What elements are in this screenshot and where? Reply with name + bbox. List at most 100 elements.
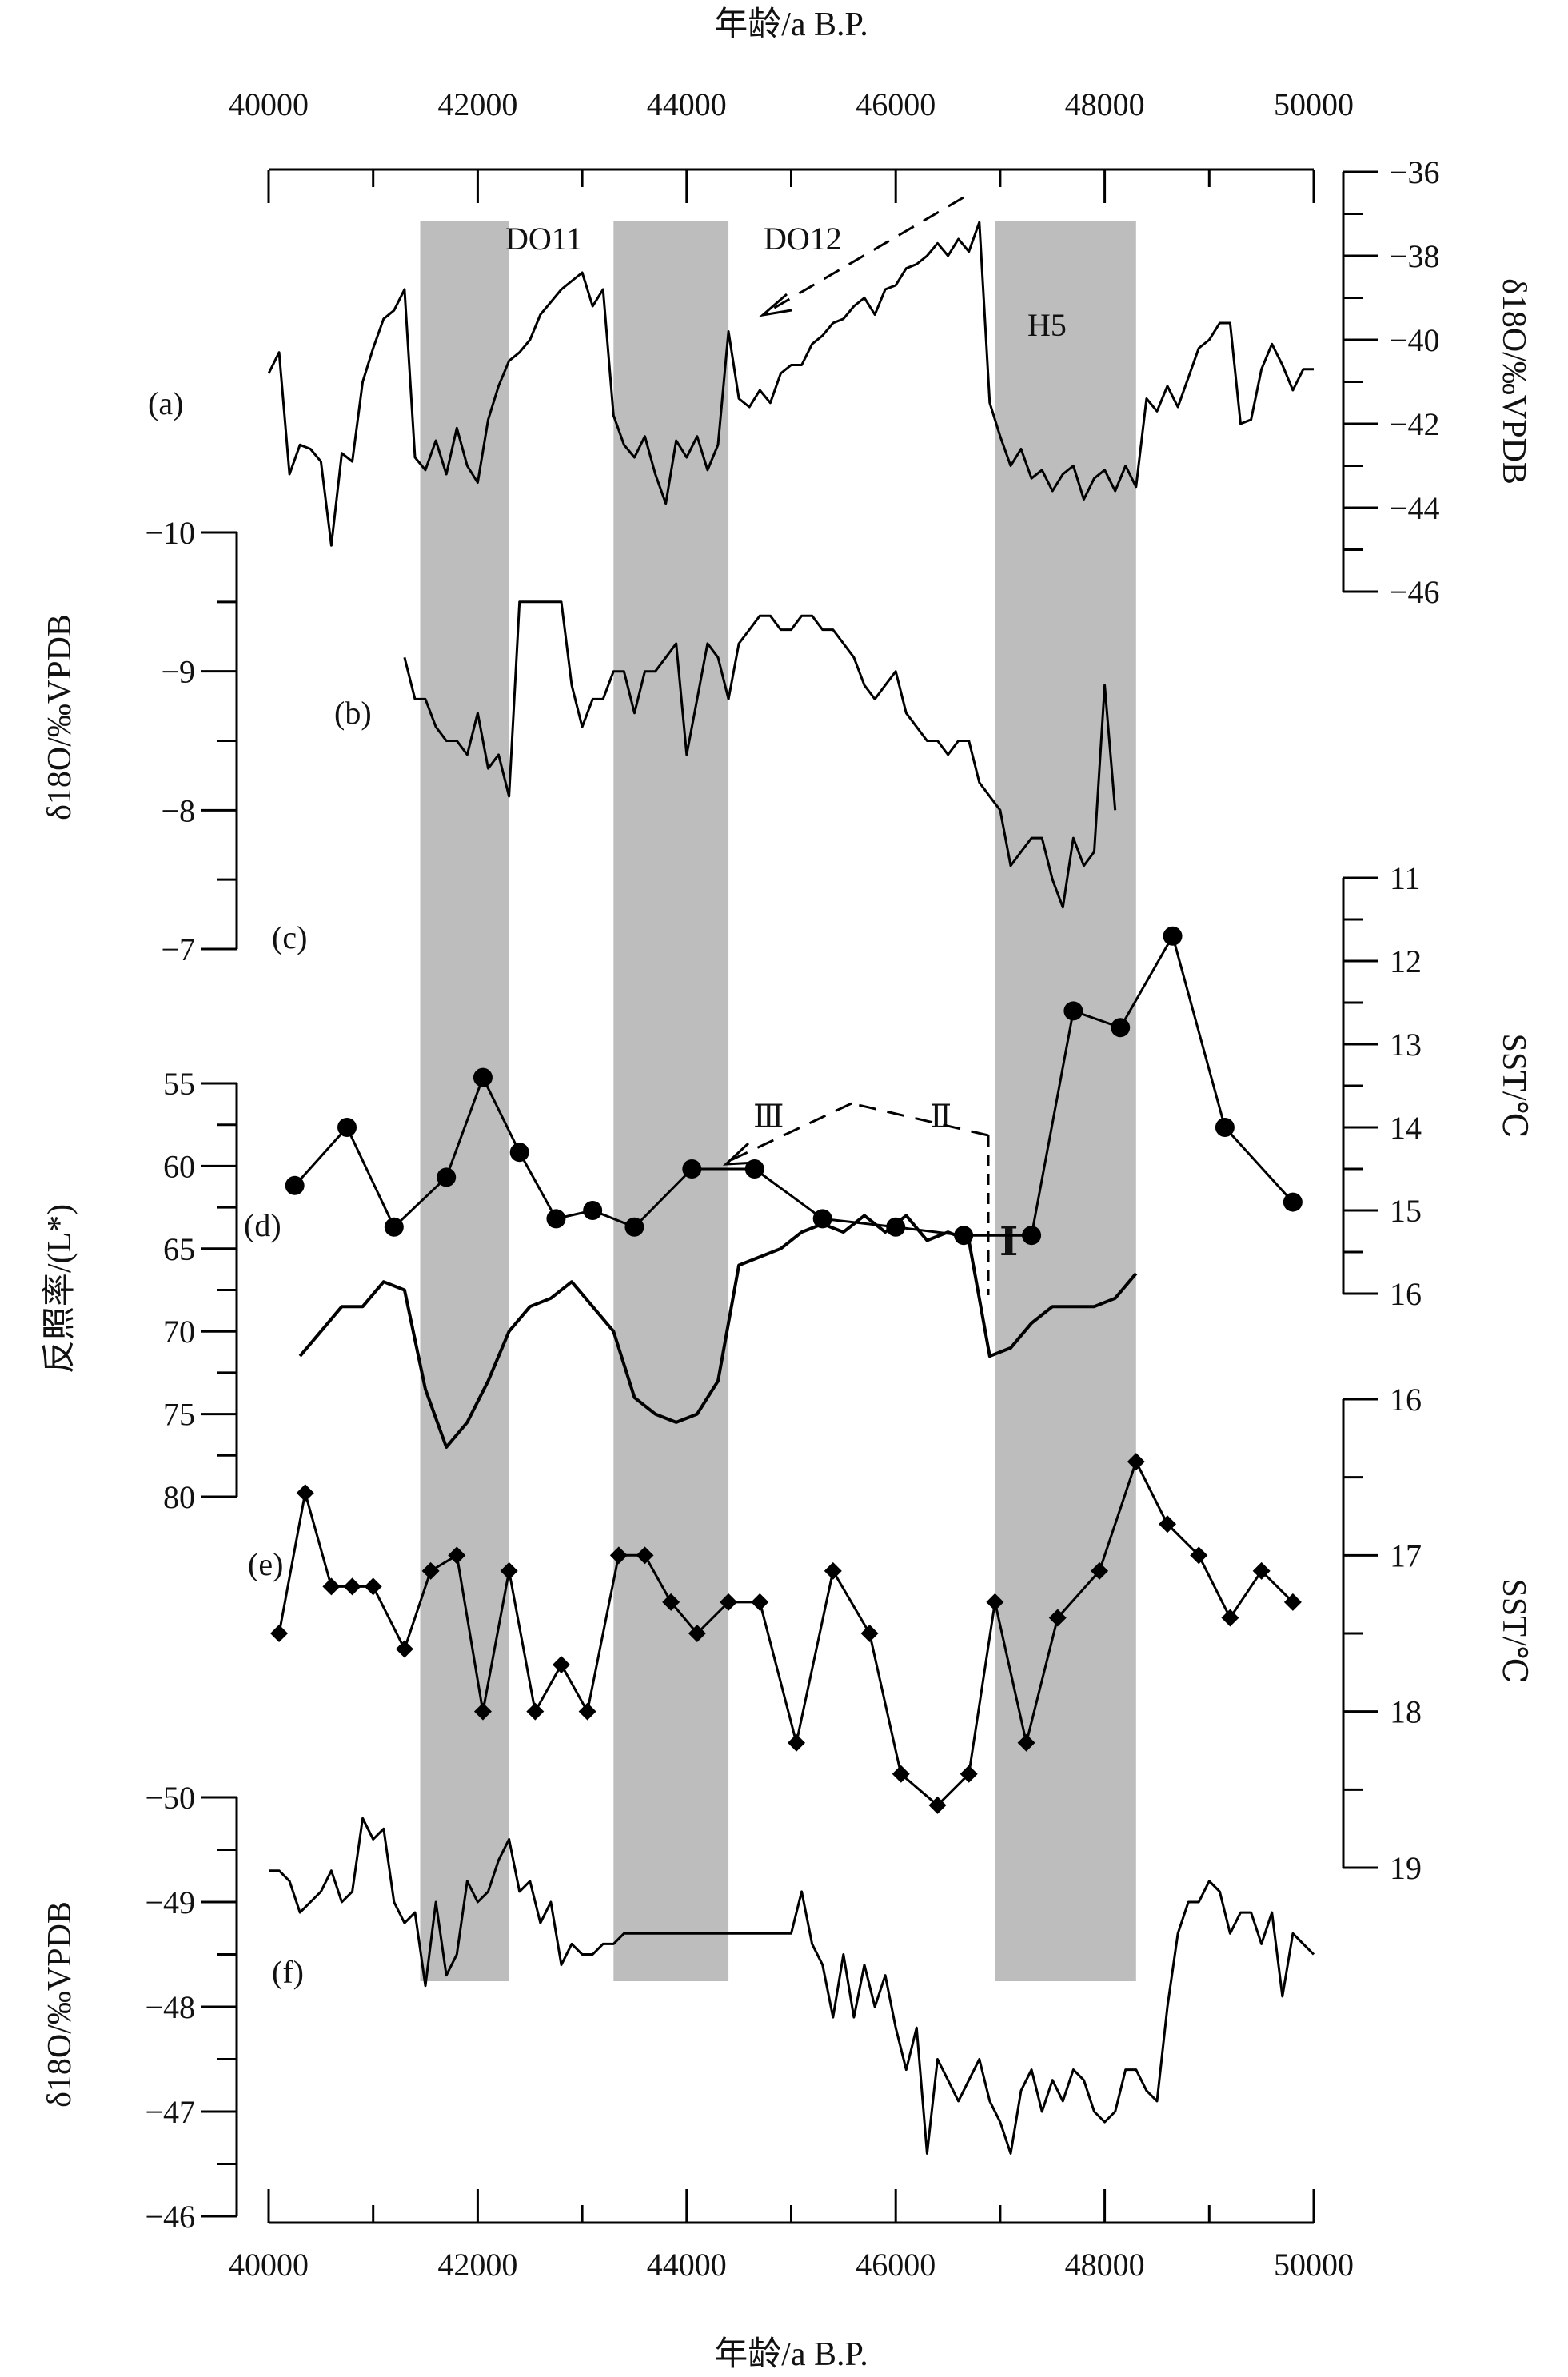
panel-b-axis: −10 −9 −8 −7 δ18O/‰VPDB (b) [42, 515, 372, 967]
x-axis-title-bottom: 年龄/a B.P. [714, 2335, 868, 2373]
y-tick-label-a-0: −36 [1390, 154, 1440, 190]
point-c-4 [473, 1067, 493, 1087]
annot-do11: DO11 [505, 221, 582, 257]
panel-label-b: (b) [334, 695, 372, 731]
point-e-22 [892, 1765, 910, 1783]
x-tick-label-bottom-40000: 40000 [229, 2247, 309, 2283]
panel-a-axis: −36 −38 −40 −42 −44 −46 δ18O/‰VPDB (a) [148, 154, 1532, 610]
point-e-23 [928, 1796, 947, 1814]
point-e-7 [448, 1546, 466, 1565]
point-c-7 [583, 1201, 603, 1220]
series-layer [267, 221, 1315, 2155]
point-e-20 [824, 1561, 842, 1580]
y-tick-label-d-4: 75 [163, 1397, 195, 1433]
y-tick-label-f-4: −46 [145, 2199, 195, 2235]
point-c-8 [624, 1217, 644, 1237]
y-tick-label-c-2: 13 [1390, 1027, 1422, 1063]
point-c-5 [509, 1143, 529, 1163]
annot-roman-2: Ⅱ [930, 1099, 952, 1135]
y-axis-title-e: SST/℃ [1495, 1578, 1532, 1683]
panel-label-c: (c) [272, 919, 307, 955]
y-tick-label-f-0: −50 [145, 1780, 195, 1816]
x-tick-label-top-50000: 50000 [1274, 86, 1354, 122]
panel-c-axis: 11 12 13 14 15 16 SST/℃ (c) [272, 860, 1532, 1312]
panel-label-d: (d) [244, 1207, 281, 1243]
point-e-6 [421, 1561, 440, 1580]
point-e-16 [688, 1625, 706, 1642]
annot-do12: DO12 [764, 221, 842, 257]
point-e-31 [1190, 1546, 1208, 1565]
point-e-5 [395, 1640, 413, 1658]
y-tick-label-a-1: −38 [1390, 238, 1440, 274]
point-c-12 [886, 1217, 906, 1237]
y-tick-label-b-0: −10 [145, 515, 195, 551]
y-axis-title-b: δ18O/‰VPDB [42, 614, 78, 820]
y-axis-title-a: δ18O/‰VPDB [1495, 278, 1532, 485]
panel-label-a: (a) [148, 385, 183, 421]
point-e-33 [1252, 1561, 1271, 1580]
x-tick-label-top-46000: 46000 [856, 86, 936, 122]
x-tick-label-top-42000: 42000 [437, 86, 517, 122]
x-tick-label-bottom-44000: 44000 [647, 2247, 727, 2283]
y-tick-label-a-3: −42 [1390, 406, 1440, 442]
point-e-19 [788, 1733, 806, 1752]
series-line-f [269, 1817, 1315, 2155]
point-c-17 [1163, 926, 1183, 946]
point-e-14 [636, 1546, 654, 1565]
annot-roman-3: Ⅲ [753, 1099, 784, 1135]
y-axis-title-c: SST/℃ [1495, 1033, 1532, 1138]
y-tick-label-e-0: 16 [1390, 1382, 1422, 1418]
point-c-6 [546, 1209, 566, 1229]
series-line-d [298, 1214, 1138, 1449]
y-tick-label-b-2: −8 [161, 792, 195, 828]
point-c-14 [1022, 1226, 1042, 1246]
y-tick-label-d-1: 60 [163, 1148, 195, 1184]
y-tick-label-d-0: 55 [163, 1066, 195, 1102]
x-tick-label-bottom-48000: 48000 [1065, 2247, 1145, 2283]
dashed-arrow-do12 [758, 196, 964, 317]
y-tick-label-f-3: −47 [145, 2094, 195, 2130]
point-c-16 [1111, 1018, 1131, 1038]
point-e-3 [343, 1577, 361, 1596]
point-e-30 [1159, 1515, 1177, 1533]
point-e-12 [578, 1702, 596, 1721]
y-tick-label-e-3: 19 [1390, 1850, 1422, 1886]
annot-h5: H5 [1027, 307, 1067, 343]
point-c-18 [1215, 1118, 1235, 1137]
panel-label-f: (f) [272, 1954, 304, 1990]
point-e-4 [364, 1577, 382, 1596]
y-axis-title-d: 反照率/(L*) [41, 1204, 78, 1374]
point-e-32 [1221, 1609, 1239, 1627]
point-e-29 [1127, 1453, 1145, 1471]
shaded-band-3 [995, 221, 1136, 1981]
x-tick-label-top-40000: 40000 [229, 86, 309, 122]
point-c-11 [812, 1209, 832, 1229]
x-axis-title-top: 年龄/a B.P. [714, 6, 868, 43]
point-e-13 [609, 1546, 628, 1565]
point-e-18 [751, 1593, 769, 1611]
y-tick-label-e-1: 17 [1390, 1537, 1422, 1573]
series-line-a [267, 221, 1314, 547]
point-c-3 [437, 1167, 457, 1187]
dashed-arrow-reflectance [722, 1102, 990, 1295]
point-e-26 [1017, 1733, 1035, 1752]
panel-d-axis: 55 60 65 70 75 80 反照率/(L*) (d) [41, 1066, 281, 1515]
y-tick-label-d-5: 80 [163, 1479, 195, 1515]
y-tick-label-b-1: −9 [161, 654, 195, 690]
point-e-0 [270, 1625, 289, 1642]
panel-f-axis: −50 −49 −48 −47 −46 δ18O/‰VPDB (f) [42, 1780, 304, 2235]
y-axis-title-f: δ18O/‰VPDB [42, 1901, 78, 2108]
series-line-b [403, 600, 1117, 909]
y-tick-label-a-4: −44 [1390, 490, 1440, 526]
x-tick-label-top-44000: 44000 [647, 86, 727, 122]
y-tick-label-d-3: 70 [163, 1314, 195, 1350]
point-e-1 [296, 1484, 314, 1502]
y-tick-label-f-2: −48 [145, 1989, 195, 2025]
y-tick-label-c-4: 15 [1390, 1193, 1422, 1229]
point-e-21 [860, 1625, 879, 1642]
point-c-15 [1063, 1001, 1083, 1021]
point-c-2 [384, 1217, 404, 1237]
point-e-17 [720, 1593, 738, 1611]
y-tick-label-c-3: 14 [1390, 1110, 1422, 1146]
